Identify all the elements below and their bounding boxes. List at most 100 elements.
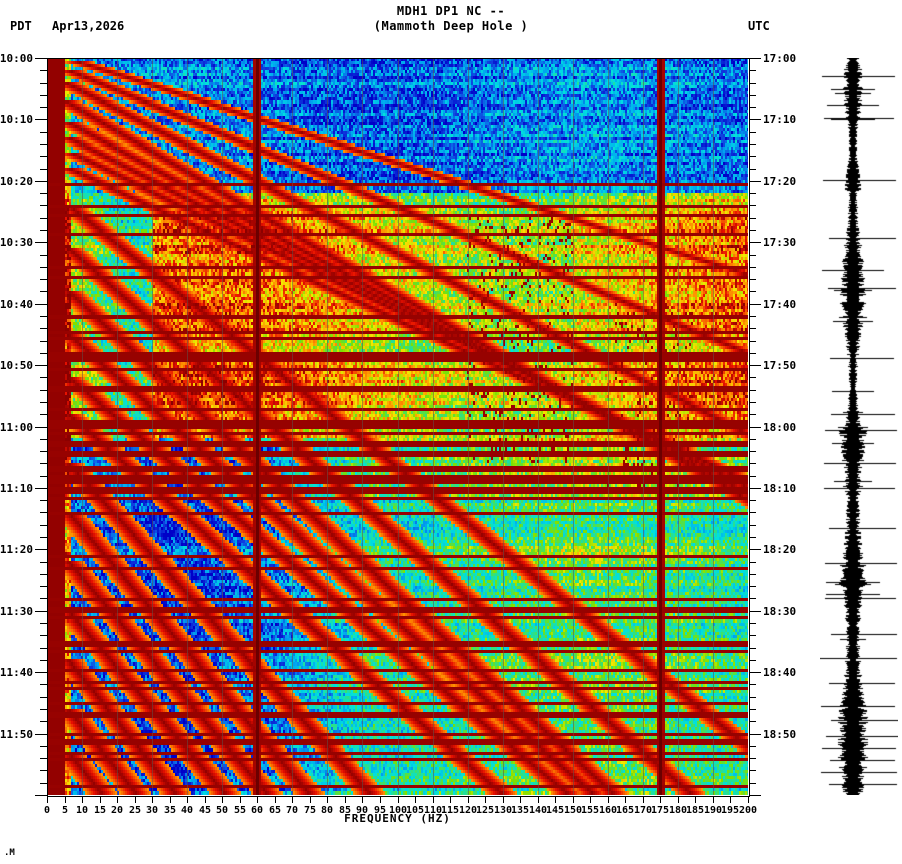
frequency-label: 65 (268, 805, 282, 816)
time-label-pdt: 10:10 (0, 113, 33, 126)
time-tick-major-left (35, 304, 47, 305)
time-label-utc: 17:00 (763, 52, 797, 65)
seismogram-trace (820, 58, 898, 795)
time-tick-minor-left (40, 341, 47, 342)
frequency-label: 80 (320, 805, 334, 816)
time-label-utc: 18:30 (763, 605, 797, 618)
time-tick-minor-right (749, 746, 756, 747)
frequency-tick (678, 796, 679, 803)
time-tick-major-left (35, 672, 47, 673)
time-tick-major-left (35, 58, 47, 59)
time-tick-minor-left (40, 328, 47, 329)
time-label-pdt: 11:30 (0, 605, 33, 618)
time-tick-minor-left (40, 451, 47, 452)
time-tick-minor-right (749, 783, 756, 784)
frequency-label: 60 (250, 805, 264, 816)
frequency-label: 90 (355, 805, 369, 816)
frequency-label: 130 (493, 805, 513, 816)
time-tick-minor-right (749, 193, 756, 194)
time-tick-minor-right (749, 218, 756, 219)
time-tick-minor-right (749, 390, 756, 391)
time-tick-minor-left (40, 476, 47, 477)
frequency-label: 200 (738, 805, 758, 816)
time-tick-major-right (749, 427, 761, 428)
seismogram-canvas (820, 58, 898, 795)
time-label-utc: 18:40 (763, 666, 797, 679)
time-label-utc: 17:50 (763, 359, 797, 372)
time-tick-minor-right (749, 586, 756, 587)
time-tick-minor-left (40, 291, 47, 292)
time-tick-major-right (749, 795, 761, 796)
frequency-label: 145 (545, 805, 565, 816)
time-tick-minor-right (749, 500, 756, 501)
frequency-tick (152, 796, 153, 803)
time-tick-minor-left (40, 267, 47, 268)
frequency-label: 190 (703, 805, 723, 816)
time-tick-minor-right (749, 525, 756, 526)
frequency-tick (135, 796, 136, 803)
frequency-tick (275, 796, 276, 803)
time-tick-minor-right (749, 156, 756, 157)
frequency-label: 175 (650, 805, 670, 816)
time-label-utc: 18:00 (763, 421, 797, 434)
time-tick-minor-left (40, 402, 47, 403)
time-tick-minor-right (749, 463, 756, 464)
time-label-pdt: 11:10 (0, 482, 33, 495)
frequency-label: 115 (440, 805, 460, 816)
time-tick-minor-left (40, 70, 47, 71)
time-tick-minor-left (40, 390, 47, 391)
time-tick-minor-left (40, 721, 47, 722)
time-tick-major-right (749, 488, 761, 489)
frequency-label: 30 (145, 805, 159, 816)
frequency-tick (222, 796, 223, 803)
time-tick-minor-left (40, 95, 47, 96)
frequency-label: 40 (180, 805, 194, 816)
time-label-pdt: 10:30 (0, 236, 33, 249)
time-label-utc: 17:20 (763, 175, 797, 188)
frequency-tick (503, 796, 504, 803)
time-tick-minor-right (749, 562, 756, 563)
corner-artifact: .M (4, 848, 15, 858)
time-tick-minor-left (40, 353, 47, 354)
frequency-tick (485, 796, 486, 803)
time-tick-minor-right (749, 316, 756, 317)
time-tick-major-left (35, 549, 47, 550)
time-tick-minor-left (40, 500, 47, 501)
time-label-pdt: 10:50 (0, 359, 33, 372)
time-tick-minor-right (749, 598, 756, 599)
time-tick-minor-left (40, 316, 47, 317)
frequency-label: 185 (685, 805, 705, 816)
time-tick-major-left (35, 365, 47, 366)
frequency-label: 25 (128, 805, 142, 816)
frequency-label: 10 (75, 805, 89, 816)
frequency-label: 20 (110, 805, 124, 816)
time-tick-minor-left (40, 83, 47, 84)
time-label-pdt: 11:20 (0, 543, 33, 556)
time-tick-minor-left (40, 439, 47, 440)
date-label: Apr13,2026 (52, 19, 125, 33)
time-tick-minor-left (40, 562, 47, 563)
frequency-tick (695, 796, 696, 803)
time-label-utc: 18:10 (763, 482, 797, 495)
time-tick-minor-right (749, 439, 756, 440)
frequency-tick (590, 796, 591, 803)
time-tick-minor-right (749, 279, 756, 280)
time-tick-major-left (35, 488, 47, 489)
time-tick-minor-right (749, 770, 756, 771)
frequency-tick (65, 796, 66, 803)
spectrogram-plot (47, 58, 748, 795)
frequency-tick (187, 796, 188, 803)
frequency-label: 170 (633, 805, 653, 816)
frequency-label: 95 (373, 805, 387, 816)
time-tick-minor-left (40, 623, 47, 624)
time-tick-minor-right (749, 267, 756, 268)
time-tick-minor-left (40, 709, 47, 710)
time-tick-minor-right (749, 291, 756, 292)
time-tick-minor-left (40, 169, 47, 170)
frequency-tick (748, 796, 749, 803)
time-tick-minor-left (40, 648, 47, 649)
time-label-utc: 17:30 (763, 236, 797, 249)
time-tick-minor-left (40, 255, 47, 256)
time-tick-minor-left (40, 537, 47, 538)
time-tick-minor-left (40, 770, 47, 771)
